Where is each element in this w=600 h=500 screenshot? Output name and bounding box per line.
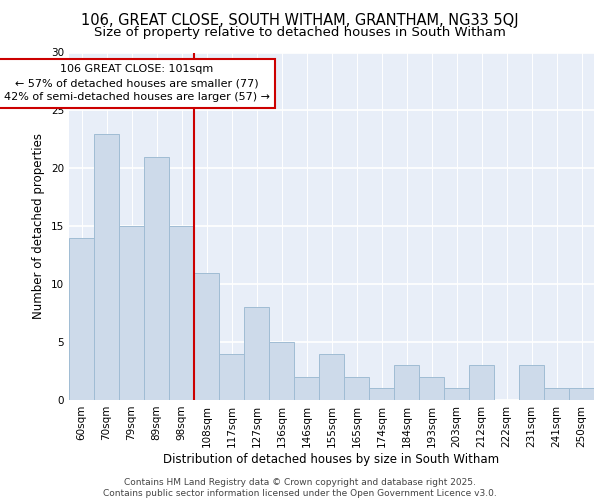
- Bar: [344, 377, 369, 400]
- Bar: [69, 238, 94, 400]
- Bar: [169, 226, 194, 400]
- Bar: [369, 388, 394, 400]
- Text: Size of property relative to detached houses in South Witham: Size of property relative to detached ho…: [94, 26, 506, 39]
- Bar: [219, 354, 244, 400]
- Bar: [144, 157, 169, 400]
- Bar: [294, 377, 319, 400]
- Bar: [119, 226, 144, 400]
- Bar: [544, 388, 569, 400]
- X-axis label: Distribution of detached houses by size in South Witham: Distribution of detached houses by size …: [163, 452, 500, 466]
- Bar: [444, 388, 469, 400]
- Text: 106, GREAT CLOSE, SOUTH WITHAM, GRANTHAM, NG33 5QJ: 106, GREAT CLOSE, SOUTH WITHAM, GRANTHAM…: [81, 12, 519, 28]
- Bar: [469, 365, 494, 400]
- Bar: [419, 377, 444, 400]
- Bar: [519, 365, 544, 400]
- Bar: [94, 134, 119, 400]
- Bar: [194, 272, 219, 400]
- Bar: [319, 354, 344, 400]
- Bar: [269, 342, 294, 400]
- Text: Contains HM Land Registry data © Crown copyright and database right 2025.
Contai: Contains HM Land Registry data © Crown c…: [103, 478, 497, 498]
- Bar: [569, 388, 594, 400]
- Y-axis label: Number of detached properties: Number of detached properties: [32, 133, 46, 320]
- Text: 106 GREAT CLOSE: 101sqm
← 57% of detached houses are smaller (77)
42% of semi-de: 106 GREAT CLOSE: 101sqm ← 57% of detache…: [4, 64, 269, 102]
- Bar: [394, 365, 419, 400]
- Bar: [244, 308, 269, 400]
